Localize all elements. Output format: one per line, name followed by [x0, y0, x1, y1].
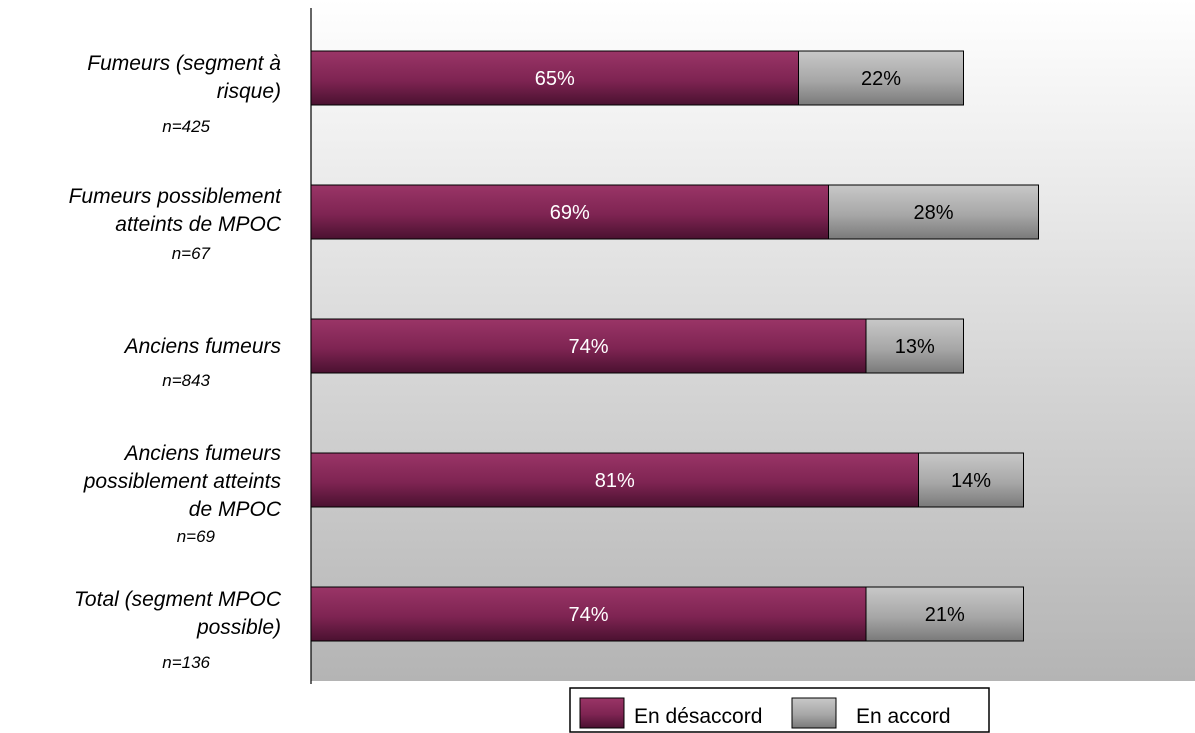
- bar-agree-4: [918, 452, 1024, 508]
- legend-swatch-agree: [791, 697, 837, 729]
- value-label-disagree-4: 81%: [595, 470, 635, 492]
- bar-agree-1: [798, 50, 964, 106]
- category-label-text-1: Fumeurs (segment à risque): [87, 52, 281, 103]
- value-label-agree-4: 14%: [951, 470, 991, 492]
- sample-size-label-3: n=843: [162, 371, 210, 390]
- legend: En désaccord En accord: [569, 687, 990, 733]
- bar-agree-5: [865, 586, 1024, 642]
- bar-disagree-1: [310, 50, 799, 106]
- category-label-text-2: Fumeurs possiblement atteints de MPOC: [69, 185, 283, 236]
- bars-group: 65% 22% 69% 28% 74% 13% 81% 14% 74% 21%: [310, 50, 1039, 642]
- value-label-disagree-3: 74%: [568, 336, 608, 358]
- sample-size-label-2: n=67: [172, 244, 211, 263]
- sample-size-label-5: n=136: [162, 653, 210, 672]
- sample-size-label-1: n=425: [162, 117, 210, 136]
- sample-size-label-4: n=69: [177, 527, 216, 546]
- category-label-5: Total (segment MPOC possible) n=136: [74, 588, 282, 672]
- category-label-4: Anciens fumeurs possiblement atteints de M…: [83, 442, 282, 546]
- bar-disagree-3: [310, 318, 867, 374]
- category-label-text-3: Anciens fumeurs: [123, 335, 282, 358]
- bar-disagree-2: [310, 184, 829, 240]
- value-label-disagree-1: 65%: [535, 68, 575, 90]
- value-label-agree-2: 28%: [913, 202, 953, 224]
- category-labels: Fumeurs (segment à risque) n=425 Fumeurs po…: [69, 52, 283, 672]
- value-label-agree-5: 21%: [925, 604, 965, 626]
- bar-agree-2: [828, 184, 1039, 240]
- category-label-2: Fumeurs possiblement atteints de MPOC n=67: [69, 185, 283, 263]
- value-label-disagree-5: 74%: [568, 604, 608, 626]
- legend-box: [569, 687, 990, 733]
- bar-disagree-4: [310, 452, 919, 508]
- category-label-text-5: Total (segment MPOC possible): [74, 588, 282, 639]
- legend-swatch-disagree: [579, 697, 625, 729]
- value-label-disagree-2: 69%: [550, 202, 590, 224]
- value-label-agree-1: 22%: [861, 68, 901, 90]
- legend-label-agree: En accord: [856, 705, 951, 728]
- value-label-agree-3: 13%: [895, 336, 935, 358]
- legend-label-disagree: En désaccord: [634, 705, 762, 728]
- category-label-text-4: Anciens fumeurs possiblement atteints de M…: [83, 442, 282, 521]
- category-label-1: Fumeurs (segment à risque) n=425: [87, 52, 281, 136]
- bar-disagree-5: [310, 586, 867, 642]
- category-label-3: Anciens fumeurs n=843: [123, 335, 282, 390]
- bar-agree-3: [865, 318, 964, 374]
